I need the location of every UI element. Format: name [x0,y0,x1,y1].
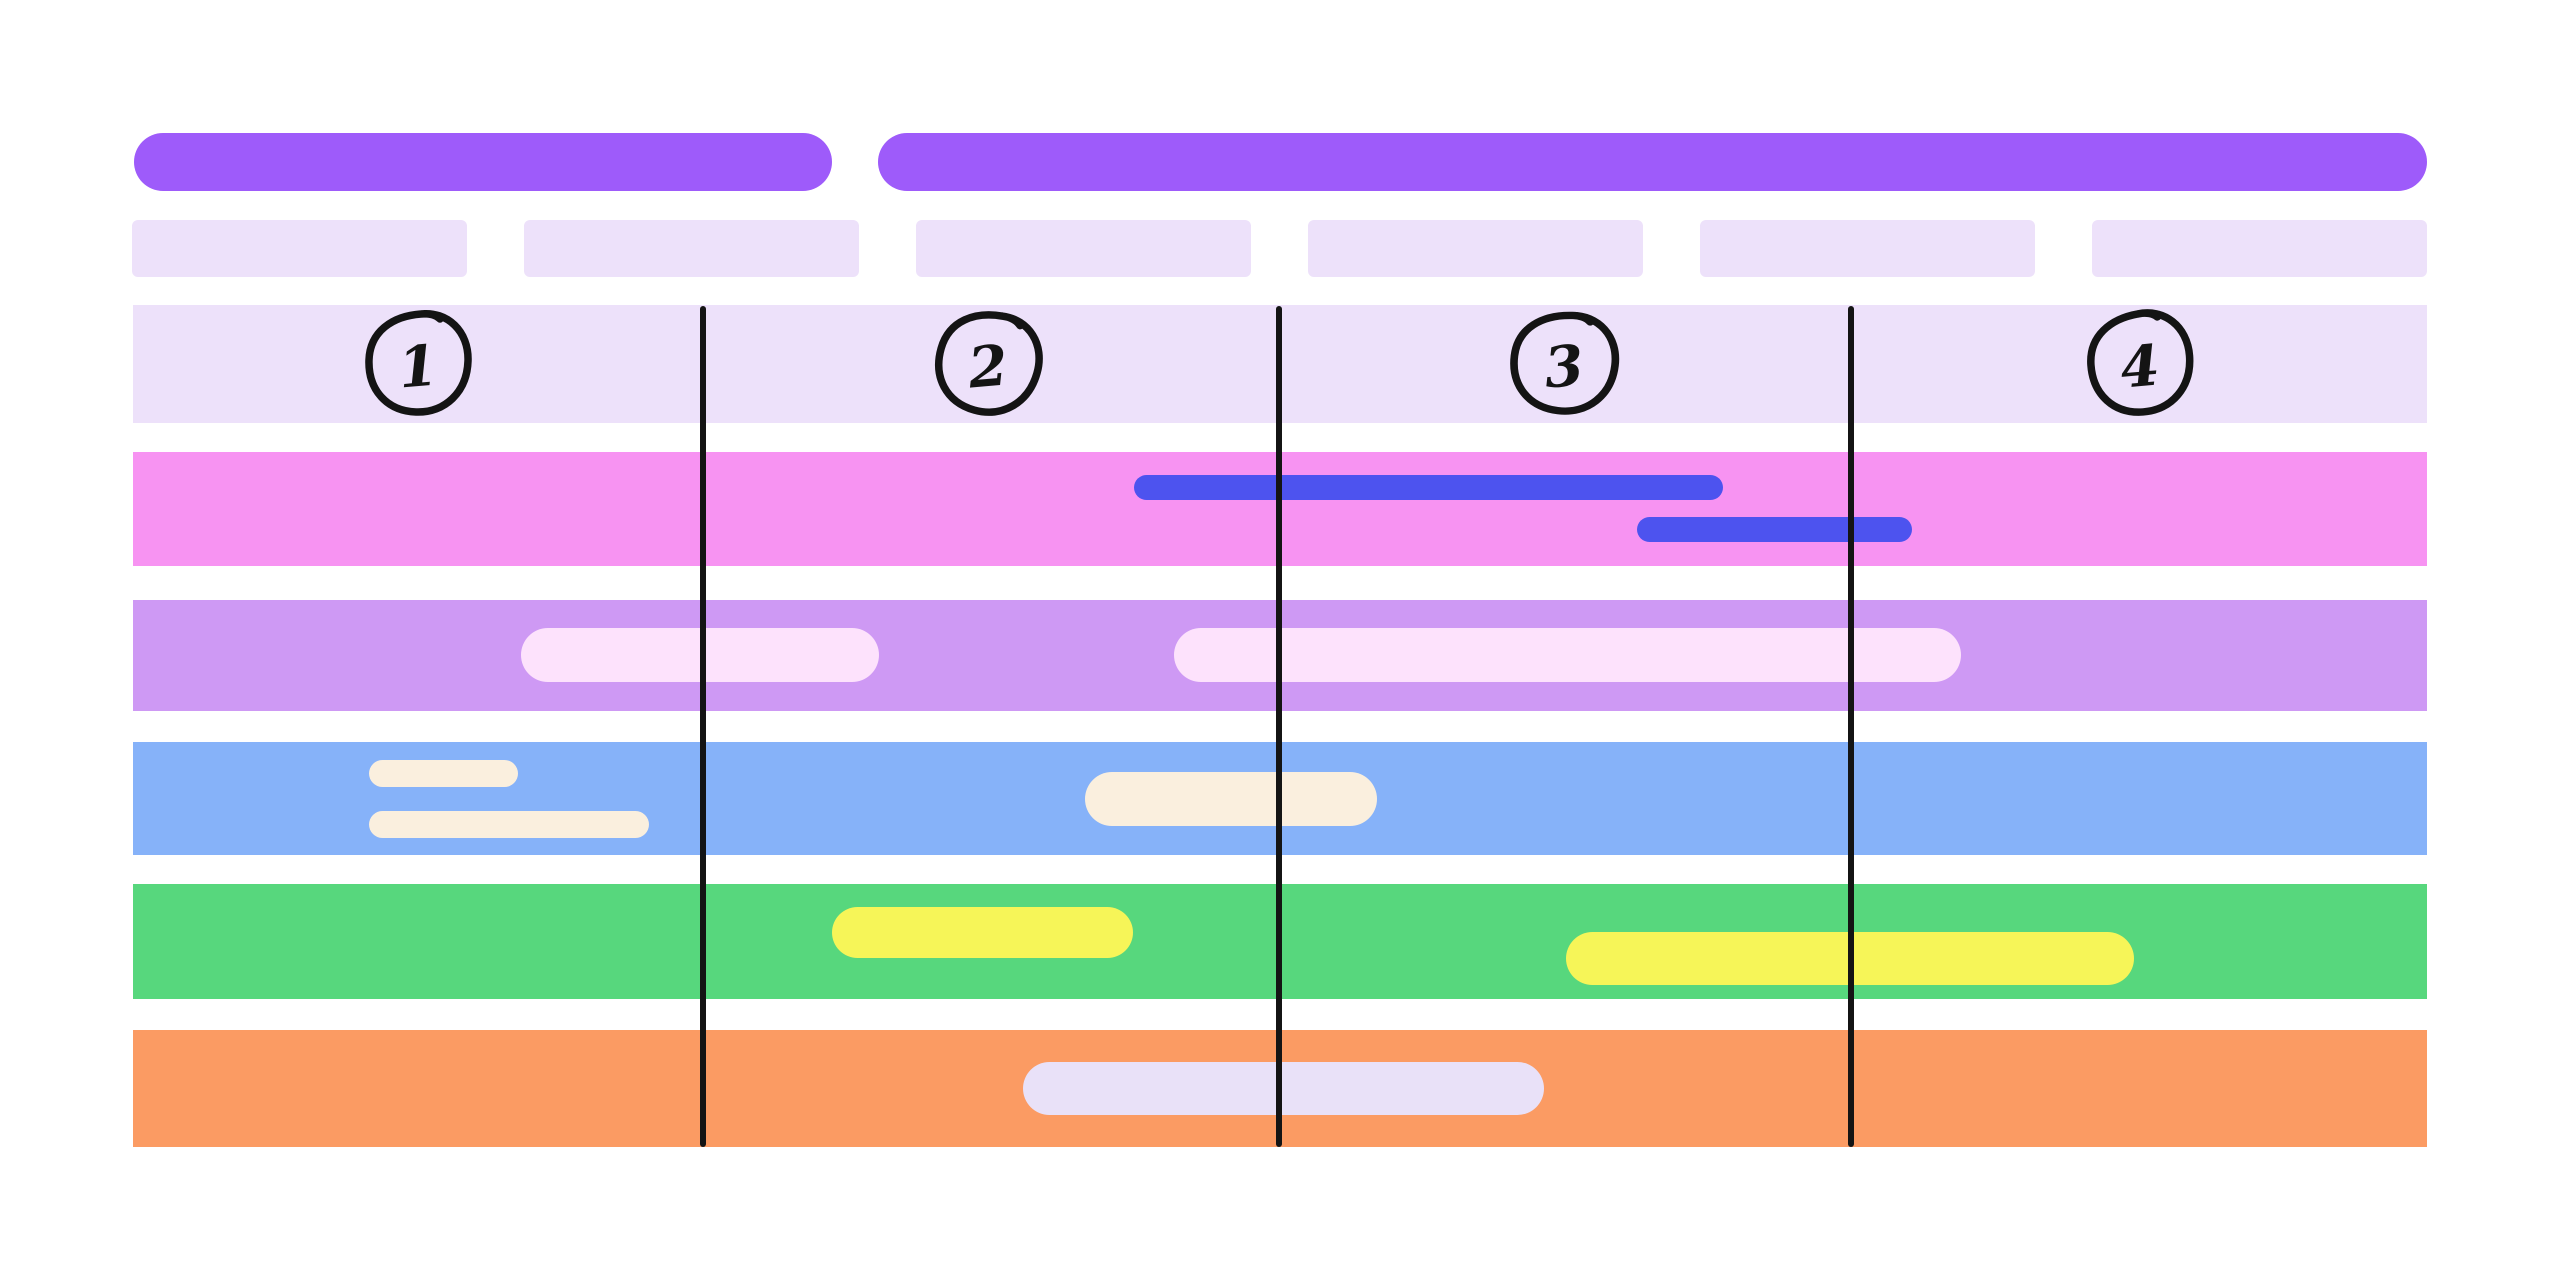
task-bar[interactable] [1023,1062,1544,1115]
circled-number-icon [2087,309,2194,416]
column-divider-1[interactable] [700,306,706,1147]
circled-number-icon [1510,311,1620,415]
circled-number-icon [935,311,1043,416]
phase-number: 1 [395,332,441,402]
subtitle-placeholder-4[interactable] [1308,220,1643,277]
task-bar[interactable] [1174,628,1961,682]
task-bar[interactable] [1085,772,1377,826]
task-bar[interactable] [1134,475,1723,500]
phase-number: 3 [1541,332,1587,402]
phase-marker-3[interactable]: 3 [1504,303,1624,423]
task-bar[interactable] [1637,517,1912,542]
title-bar-1[interactable] [134,133,832,191]
circled-number-icon [365,310,472,416]
task-bar[interactable] [832,907,1133,958]
phase-marker-4[interactable]: 4 [2080,303,2200,423]
task-bar[interactable] [369,760,518,787]
subtitle-placeholder-6[interactable] [2092,220,2427,277]
title-bar-2[interactable] [878,133,2427,191]
phase-number: 4 [2117,332,2163,402]
subtitle-placeholder-3[interactable] [916,220,1251,277]
column-divider-2[interactable] [1276,306,1282,1147]
subtitle-placeholder-2[interactable] [524,220,859,277]
subtitle-placeholder-1[interactable] [132,220,467,277]
phase-number: 2 [965,332,1011,402]
phase-marker-1[interactable]: 1 [358,303,478,423]
task-bar[interactable] [369,811,649,838]
phase-marker-2[interactable]: 2 [928,303,1048,423]
column-divider-3[interactable] [1848,306,1854,1147]
subtitle-placeholder-5[interactable] [1700,220,2035,277]
